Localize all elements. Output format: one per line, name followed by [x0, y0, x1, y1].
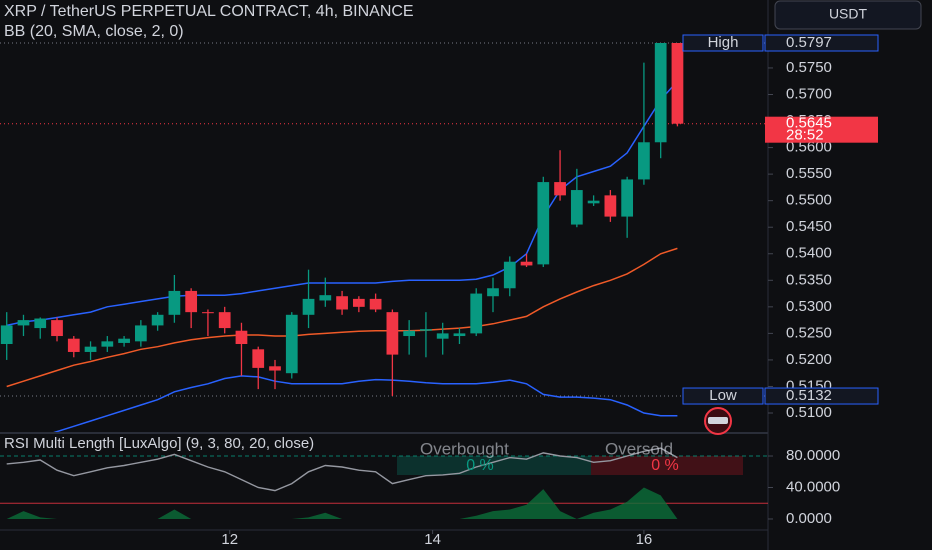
candle-body [269, 366, 281, 371]
candle-body [654, 43, 667, 143]
candle-body [487, 288, 499, 297]
candle-body [84, 346, 97, 352]
low-value: 0.5132 [786, 387, 832, 404]
countdown: 28:52 [786, 127, 824, 144]
x-tick-label: 12 [221, 531, 238, 548]
y-tick-label: 0.5550 [786, 165, 832, 182]
candle-body [453, 333, 466, 337]
low-tag-label: Low [709, 387, 737, 404]
candle-body [67, 338, 80, 352]
candle-body [285, 314, 298, 374]
high-tag-bg [682, 34, 764, 52]
currency-label: USDT [829, 6, 868, 22]
rsi-area [6, 487, 678, 519]
candle-body [302, 298, 315, 315]
last-price-bg [765, 116, 878, 143]
x-tick-label: 16 [636, 531, 653, 548]
rsi-title: RSI Multi Length [LuxAlgo] (9, 3, 80, 20… [4, 435, 314, 452]
candle-body [420, 329, 432, 331]
rsi-y-tick-label: 40.0000 [786, 478, 840, 495]
candle-body [638, 142, 650, 180]
candle-body [671, 43, 684, 124]
candle-body [503, 261, 516, 289]
candle-body [436, 333, 449, 339]
candle-body [570, 190, 583, 225]
candle-body [0, 325, 13, 344]
candle-body [604, 195, 617, 217]
candle-body [319, 295, 332, 301]
y-tick-label: 0.5700 [786, 85, 832, 102]
candle-body [352, 298, 365, 307]
last-price: 0.5645 [786, 115, 832, 132]
oversold-box [591, 456, 743, 475]
candle-body [252, 349, 265, 368]
currency-button[interactable] [774, 0, 922, 30]
chart-title: XRP / TetherUS PERPETUAL CONTRACT, 4h, B… [4, 3, 414, 20]
candle-body [202, 312, 214, 314]
candle-body [621, 179, 634, 217]
candle-body [34, 318, 47, 329]
y-tick-label: 0.5250 [786, 324, 832, 341]
y-tick-label: 0.5400 [786, 245, 832, 262]
oversold-label: Oversold [605, 439, 673, 458]
candle-body [403, 330, 416, 337]
candle-body [51, 320, 63, 337]
bollinger-band [6, 247, 678, 388]
candle-body [151, 314, 164, 326]
y-tick-label: 0.5100 [786, 404, 832, 421]
candle-body [17, 320, 30, 326]
high-value: 0.5797 [786, 34, 832, 51]
y-tick-label: 0.5450 [786, 218, 832, 235]
candle-body [218, 312, 231, 329]
high-tag-label: High [708, 34, 739, 51]
y-tick-label: 0.5350 [786, 271, 832, 288]
y-tick-label: 0.5750 [786, 59, 832, 76]
candle-body [386, 312, 399, 355]
candle-body [369, 298, 382, 310]
rsi-y-tick-label: 80.0000 [786, 447, 840, 464]
x-tick-label: 14 [424, 531, 441, 548]
overbought-label: Overbought [420, 439, 509, 458]
high-value-bg [764, 34, 879, 52]
candle-body [134, 325, 147, 342]
overbought-pct: 0 % [466, 457, 494, 474]
candle-body [101, 341, 114, 347]
candle-body [470, 293, 483, 334]
candle-body [118, 338, 130, 343]
indicator-label: BB (20, SMA, close, 2, 0) [4, 23, 184, 40]
rsi-y-tick-label: 0.0000 [786, 510, 832, 527]
overbought-box [397, 456, 591, 475]
replay-icon-glyph [708, 417, 728, 424]
bollinger-band [53, 375, 678, 432]
candle-body [520, 261, 533, 266]
low-tag-bg [682, 387, 764, 405]
candle-body [537, 182, 550, 265]
candle-body [185, 290, 198, 313]
candle-body [235, 330, 248, 344]
candle-body [168, 290, 181, 315]
candle-body [587, 200, 600, 204]
oversold-pct: 0 % [651, 457, 679, 474]
low-value-bg [764, 387, 879, 405]
y-tick-label: 0.5600 [786, 139, 832, 156]
candle-body [336, 296, 348, 310]
y-tick-label: 0.5200 [786, 351, 832, 368]
candle-body [554, 182, 566, 196]
y-tick-label: 0.5500 [786, 192, 832, 209]
rsi-line [6, 447, 678, 492]
y-tick-label: 0.5300 [786, 298, 832, 315]
